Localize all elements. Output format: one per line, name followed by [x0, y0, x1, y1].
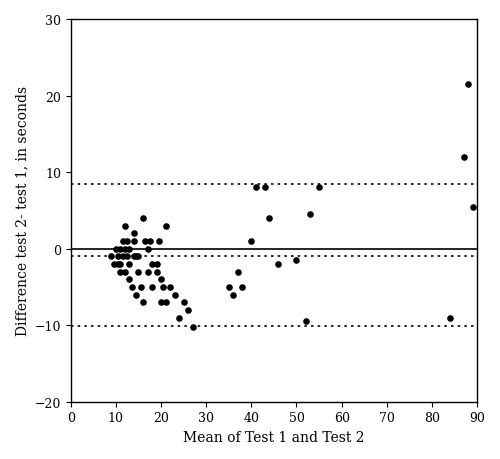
Point — [274, 261, 282, 268]
Point — [146, 238, 154, 245]
X-axis label: Mean of Test 1 and Test 2: Mean of Test 1 and Test 2 — [183, 430, 364, 444]
Point — [468, 203, 476, 211]
Point — [148, 261, 156, 268]
Point — [446, 314, 454, 321]
Point — [123, 238, 131, 245]
Point — [114, 253, 122, 260]
Point — [114, 261, 122, 268]
Point — [148, 284, 156, 291]
Point — [121, 223, 129, 230]
Point — [121, 269, 129, 276]
Point — [460, 154, 468, 161]
Point — [130, 238, 138, 245]
Point — [142, 238, 150, 245]
Point — [225, 284, 233, 291]
Point — [132, 291, 140, 299]
Point — [116, 261, 124, 268]
Point — [188, 323, 196, 330]
Point — [116, 246, 124, 253]
Point — [116, 269, 124, 276]
Point — [155, 238, 163, 245]
Point — [230, 291, 237, 299]
Point — [134, 253, 142, 260]
Point — [261, 185, 269, 192]
Point — [157, 299, 165, 306]
Point — [108, 253, 116, 260]
Point — [162, 299, 170, 306]
Point — [130, 253, 138, 260]
Point — [170, 291, 178, 299]
Point — [134, 269, 142, 276]
Point — [139, 299, 147, 306]
Point — [252, 185, 260, 192]
Point — [126, 276, 134, 283]
Point — [144, 269, 152, 276]
Point — [162, 223, 170, 230]
Point — [238, 284, 246, 291]
Point — [123, 253, 131, 260]
Point — [234, 269, 242, 276]
Point — [118, 253, 126, 260]
Point — [152, 269, 160, 276]
Point — [292, 257, 300, 264]
Point — [166, 284, 174, 291]
Point — [118, 238, 126, 245]
Point — [110, 261, 118, 268]
Point — [132, 253, 140, 260]
Point — [266, 215, 274, 222]
Point — [136, 284, 144, 291]
Point — [130, 230, 138, 237]
Point — [306, 211, 314, 218]
Point — [248, 238, 256, 245]
Point — [139, 215, 147, 222]
Point — [315, 185, 323, 192]
Point — [126, 246, 134, 253]
Point — [112, 246, 120, 253]
Point — [128, 284, 136, 291]
Point — [302, 318, 310, 325]
Point — [121, 246, 129, 253]
Point — [152, 261, 160, 268]
Point — [126, 261, 134, 268]
Y-axis label: Difference test 2- test 1, in seconds: Difference test 2- test 1, in seconds — [15, 86, 29, 336]
Point — [160, 284, 168, 291]
Point — [175, 314, 183, 321]
Point — [180, 299, 188, 306]
Point — [157, 276, 165, 283]
Point — [464, 81, 472, 89]
Point — [184, 307, 192, 314]
Point — [144, 246, 152, 253]
